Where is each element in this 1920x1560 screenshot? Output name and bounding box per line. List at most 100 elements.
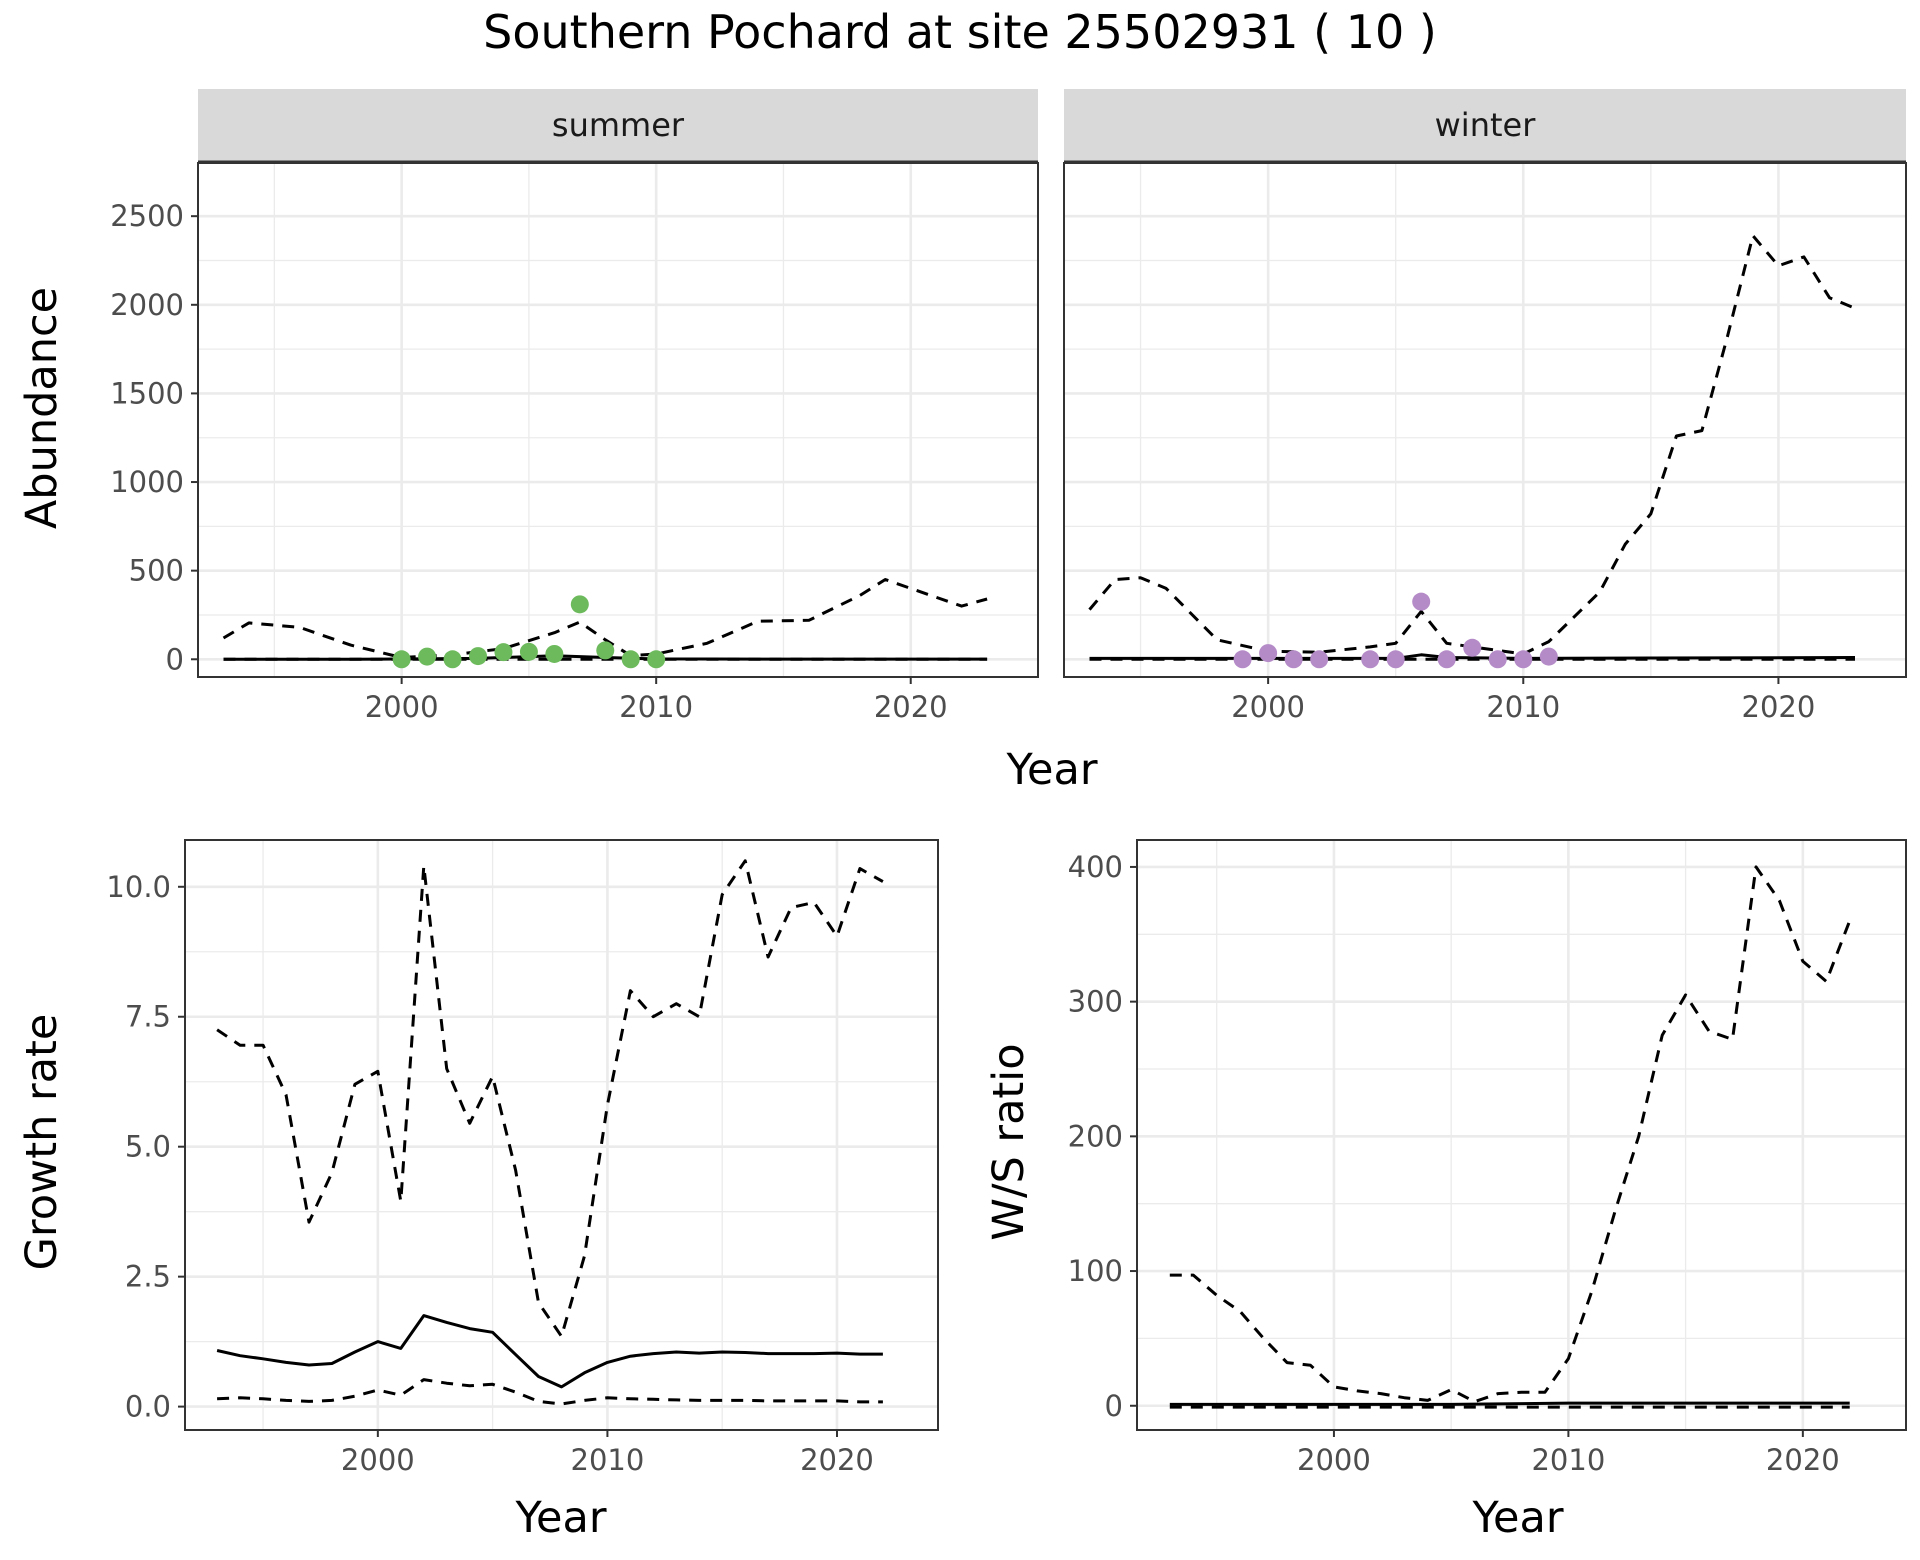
strip-label-summer: summer	[552, 106, 685, 144]
panel-border	[1063, 162, 1907, 678]
x-axis-ticks: 2000 2010 2020	[1231, 677, 1815, 724]
plot-background	[185, 840, 938, 1430]
data-point	[1310, 650, 1329, 669]
data-point	[1463, 638, 1482, 657]
data-point	[647, 650, 666, 669]
x-axis-ticks: 2000 2010 2020	[365, 677, 948, 724]
data-point	[545, 644, 564, 663]
x-axis-title-ws: Year	[1471, 1493, 1563, 1543]
y-tick-label: 2.5	[125, 1260, 171, 1294]
y-axis-ticks: 0 100 200 300 400	[1068, 850, 1137, 1423]
y-tick-label: 300	[1068, 985, 1123, 1019]
chart-title: Southern Pochard at site 25502931 ( 10 )	[483, 5, 1437, 59]
series-line-solid-0	[216, 1314, 883, 1389]
data-point	[1514, 650, 1533, 669]
y-tick-label: 100	[1068, 1254, 1123, 1288]
observed-points	[392, 595, 666, 669]
data-point	[519, 642, 538, 661]
y-tick-label: 10.0	[106, 870, 171, 904]
observed-points	[1233, 592, 1558, 669]
major-grid	[1137, 840, 1906, 1430]
series-lines	[216, 859, 884, 1406]
plot-growth: 2000 2010 2020 0.0 2.5 5.0 7.5 10.0	[106, 839, 939, 1477]
x-tick-label: 2020	[800, 1443, 874, 1477]
data-point	[1259, 644, 1278, 663]
panel-winter: winter 2000 2010 2020	[1063, 89, 1907, 724]
y-axis-title-abundance: Abundance	[17, 287, 67, 529]
data-point	[418, 647, 437, 666]
y-tick-label: 2000	[110, 288, 184, 322]
data-point	[1284, 650, 1303, 669]
strip-summer-bg	[198, 89, 1038, 163]
data-point	[494, 643, 513, 662]
major-grid	[185, 840, 938, 1430]
x-tick-label: 2020	[874, 690, 948, 724]
data-point	[443, 650, 462, 669]
data-point	[1412, 592, 1431, 611]
x-tick-label: 2000	[1297, 1443, 1371, 1477]
x-tick-label: 2010	[1531, 1443, 1605, 1477]
plot-background	[198, 163, 1038, 677]
y-tick-label: 7.5	[125, 1000, 171, 1034]
y-tick-label: 200	[1068, 1119, 1123, 1153]
y-axis-ticks: 0.0 2.5 5.0 7.5 10.0	[106, 870, 185, 1424]
series-line-dashed-1	[222, 578, 988, 659]
y-axis-title-growth: Growth rate	[17, 1014, 67, 1271]
y-tick-label: 400	[1068, 850, 1123, 884]
series-line-dashed-1	[1169, 865, 1852, 1404]
x-axis-ticks: 2000 2010 2020	[1297, 1430, 1840, 1477]
y-tick-label: 0	[166, 642, 184, 676]
minor-grid	[1064, 163, 1906, 677]
minor-grid	[1137, 840, 1906, 1430]
panel-growth-rate: 2000 2010 2020 0.0 2.5 5.0 7.5 10.0	[106, 839, 939, 1477]
x-tick-label: 2000	[341, 1443, 415, 1477]
panel-border	[184, 839, 939, 1431]
x-axis-ticks: 2000 2010 2020	[341, 1430, 874, 1477]
strip-winter-bg	[1064, 89, 1906, 163]
y-tick-label: 5.0	[125, 1130, 171, 1164]
x-tick-label: 2010	[571, 1443, 645, 1477]
data-point	[1539, 647, 1558, 666]
x-axis-title-growth: Year	[514, 1493, 606, 1543]
y-tick-label: 500	[129, 554, 184, 588]
plot-summer: 2000 2010 2020 0 500 1000 1500 2000 2500	[110, 162, 1039, 724]
y-tick-label: 1500	[110, 376, 184, 410]
plot-winter: 2000 2010 2020	[1063, 162, 1907, 724]
y-tick-label: 1000	[110, 465, 184, 499]
x-tick-label: 2010	[1486, 690, 1560, 724]
panel-ws-ratio: 2000 2010 2020 0 100 200 300 400	[1068, 839, 1907, 1477]
plot-background	[1137, 840, 1906, 1430]
minor-grid	[198, 163, 1038, 677]
data-point	[1233, 650, 1252, 669]
x-axis-title-top: Year	[1005, 745, 1097, 795]
plot-ws: 2000 2010 2020 0 100 200 300 400	[1068, 839, 1907, 1477]
data-point	[570, 595, 589, 614]
panel-border	[197, 162, 1039, 678]
series-line-solid-0	[1169, 1401, 1850, 1406]
panel-border	[1136, 839, 1907, 1431]
data-point	[392, 650, 411, 669]
panel-summer: summer 2000 2010 2020 0 500 1000 1500 2000 2500	[110, 89, 1039, 724]
data-point	[469, 647, 487, 666]
series-line-dashed-1	[216, 859, 884, 1338]
y-axis-ticks: 0 500 1000 1500 2000 2500	[110, 199, 198, 676]
series-line-dashed-1	[1088, 234, 1856, 656]
x-tick-label: 2020	[1742, 690, 1816, 724]
y-axis-title-ws: W/S ratio	[984, 1043, 1034, 1240]
x-tick-label: 2020	[1766, 1443, 1840, 1477]
strip-label-winter: winter	[1435, 106, 1537, 144]
data-point	[596, 641, 615, 660]
x-tick-label: 2000	[1231, 690, 1305, 724]
data-point	[1386, 650, 1405, 669]
data-point	[1437, 650, 1456, 669]
data-point	[1488, 650, 1507, 669]
y-tick-label: 0	[1105, 1389, 1123, 1423]
plot-background	[1064, 163, 1906, 677]
data-point	[1361, 650, 1380, 669]
series-lines	[1169, 865, 1852, 1409]
x-tick-label: 2010	[619, 690, 693, 724]
x-tick-label: 2000	[365, 690, 439, 724]
y-tick-label: 0.0	[125, 1390, 171, 1424]
y-tick-label: 2500	[110, 199, 184, 233]
